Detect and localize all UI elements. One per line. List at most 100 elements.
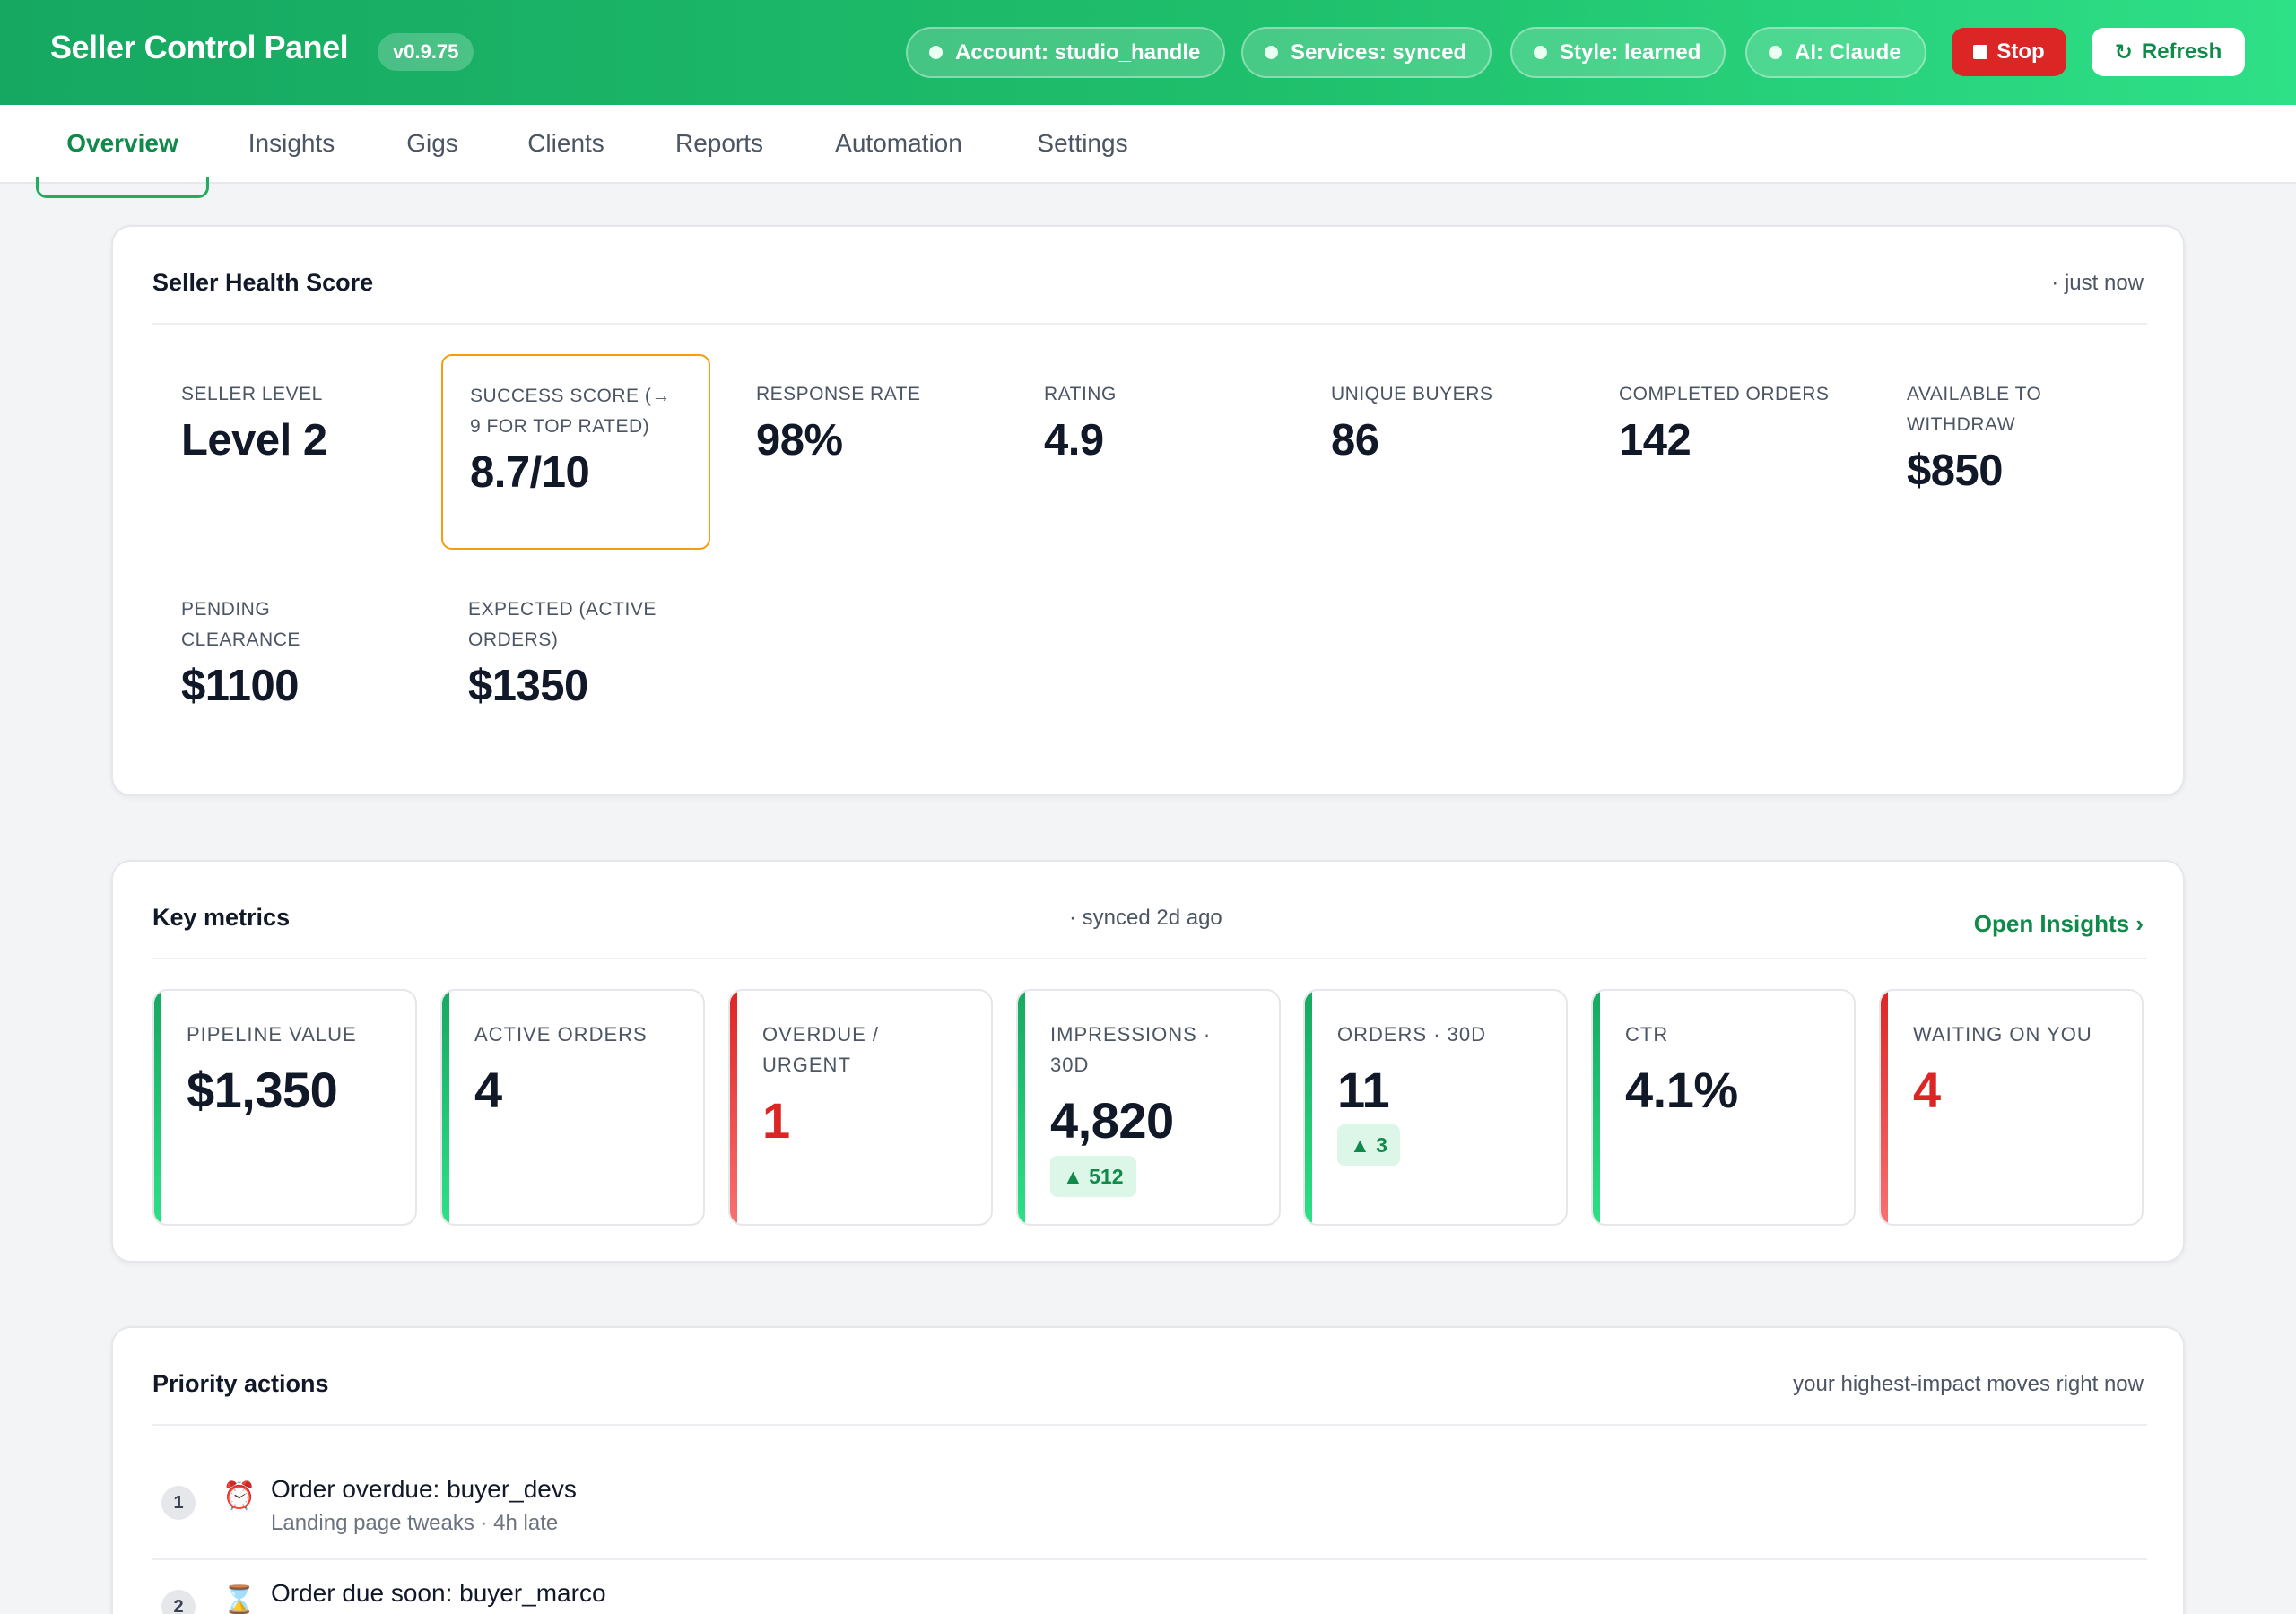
refresh-button[interactable]: ↻ Refresh: [2092, 28, 2245, 76]
stop-icon: [1973, 45, 1988, 59]
action-title: Order overdue: buyer_devs: [271, 1475, 577, 1503]
tile-label: Waiting on you: [1913, 1023, 2092, 1046]
stat-pending-clearance: Pending clearance $1100: [181, 594, 352, 711]
stat-label: Seller level: [181, 384, 323, 404]
tile-value: 4,820: [1050, 1092, 1174, 1149]
tile-accent: [1305, 991, 1312, 1224]
stat-value: 8.7/10: [470, 448, 590, 497]
status-dot-icon: [1534, 46, 1547, 59]
metric-tile-impressions[interactable]: Impressions · 30d 4,820 ▲ 512: [1016, 989, 1281, 1226]
tab-insights[interactable]: Insights: [248, 129, 335, 157]
stat-label: Response rate: [756, 384, 921, 404]
divider: [152, 1424, 2147, 1426]
top-bar: Seller Control Panel v0.9.75 Account: st…: [0, 0, 2296, 105]
status-dot-icon: [1769, 46, 1782, 59]
divider: [152, 1558, 2147, 1560]
stat-label: Success score (→ 9 for Top Rated): [470, 386, 671, 437]
tile-value: 4: [474, 1062, 502, 1118]
style-pill-label: Style: learned: [1560, 39, 1701, 65]
stat-value: $1100: [181, 662, 300, 710]
tab-reports[interactable]: Reports: [674, 129, 764, 157]
tile-label: Orders · 30d: [1337, 1023, 1487, 1046]
alarm-clock-icon: ⏰: [222, 1481, 257, 1511]
tab-gigs[interactable]: Gigs: [406, 129, 458, 157]
tile-label: CTR: [1625, 1023, 1669, 1046]
active-tab-indicator: [36, 177, 209, 198]
stat-available-to-withdraw: Available to withdraw $850: [1907, 379, 2104, 496]
tile-value: 4.1%: [1625, 1062, 1738, 1118]
stat-label: Unique buyers: [1331, 384, 1493, 404]
tile-value: 1: [762, 1092, 790, 1149]
stat-completed-orders: Completed orders 142: [1619, 379, 1888, 465]
style-pill[interactable]: Style: learned: [1510, 27, 1726, 78]
metric-tile-pipeline-value[interactable]: Pipeline value $1,350: [152, 989, 417, 1226]
stat-value: Level 2: [181, 416, 327, 464]
tab-bar: Overview Insights Gigs Clients Reports A…: [0, 105, 2296, 198]
tab-clients[interactable]: Clients: [527, 129, 604, 157]
stat-success-score: Success score (→ 9 for Top Rated) 8.7/10: [441, 354, 710, 550]
hourglass-icon: ⌛: [222, 1585, 257, 1614]
priority-action-item[interactable]: 1 ⏰ Order overdue: buyer_devs Landing pa…: [161, 1475, 2147, 1538]
tile-label: Active orders: [474, 1023, 648, 1046]
rank-badge: 2: [161, 1590, 196, 1614]
metric-tile-orders-30d[interactable]: Orders · 30d 11 ▲ 3: [1303, 989, 1568, 1226]
ai-pill-label: AI: Claude: [1795, 39, 1901, 65]
status-dot-icon: [1265, 46, 1278, 59]
sync-status: · synced 2d ago: [1069, 906, 1222, 930]
priority-actions-card: Priority actions your highest-impact mov…: [111, 1326, 2185, 1614]
metric-tile-ctr[interactable]: CTR 4.1%: [1591, 989, 1856, 1226]
refresh-button-label: Refresh: [2141, 39, 2222, 64]
stat-value: $850: [1907, 447, 2004, 495]
tile-label: Pipeline value: [187, 1023, 357, 1046]
tile-label: Impressions · 30d: [1050, 1023, 1212, 1076]
stat-value: 142: [1619, 416, 1692, 464]
stat-seller-level: Seller level Level 2: [181, 379, 450, 465]
open-insights-link[interactable]: Open Insights ›: [1973, 910, 2144, 937]
stat-label: Rating: [1044, 384, 1117, 404]
divider: [152, 958, 2147, 959]
tile-value: $1,350: [187, 1062, 338, 1118]
tile-accent: [442, 991, 449, 1224]
tile-accent: [1881, 991, 1888, 1224]
status-dot-icon: [929, 46, 943, 59]
priority-action-item[interactable]: 2 ⌛ Order due soon: buyer_marco: [161, 1579, 2147, 1614]
stat-label: Available to withdraw: [1907, 384, 2042, 435]
account-pill[interactable]: Account: studio_handle: [906, 27, 1226, 78]
tile-accent: [1018, 991, 1025, 1224]
services-pill-label: Services: synced: [1291, 39, 1467, 65]
card-subtitle: your highest-impact moves right now: [1793, 1372, 2144, 1396]
seller-health-card: Seller Health Score · just now Seller le…: [111, 225, 2185, 796]
card-title: Key metrics: [152, 904, 291, 931]
metric-tile-waiting-on-you[interactable]: Waiting on you 4: [1879, 989, 2144, 1226]
tab-overview[interactable]: Overview: [66, 129, 178, 157]
trend-up-badge: ▲ 3: [1337, 1124, 1400, 1166]
tab-settings[interactable]: Settings: [1037, 129, 1128, 157]
services-pill[interactable]: Services: synced: [1241, 27, 1492, 78]
tab-automation[interactable]: Automation: [835, 129, 962, 157]
trend-up-badge: ▲ 512: [1050, 1156, 1136, 1197]
tile-accent: [1593, 991, 1600, 1224]
card-title: Seller Health Score: [152, 269, 374, 296]
action-title: Order due soon: buyer_marco: [271, 1579, 606, 1607]
tile-value: 4: [1913, 1062, 1941, 1118]
stop-button-label: Stop: [1996, 39, 2045, 64]
tile-label: Overdue / urgent: [762, 1023, 880, 1076]
stat-response-rate: Response rate 98%: [756, 379, 1025, 465]
metric-tile-active-orders[interactable]: Active orders 4: [440, 989, 705, 1226]
stat-value: 98%: [756, 416, 843, 464]
ai-pill[interactable]: AI: Claude: [1745, 27, 1926, 78]
stat-value: 4.9: [1044, 416, 1104, 464]
refresh-icon: ↻: [2114, 39, 2133, 65]
divider: [152, 323, 2147, 325]
action-subtitle: Landing page tweaks · 4h late: [271, 1511, 559, 1535]
rank-badge: 1: [161, 1486, 196, 1520]
app-title: Seller Control Panel: [50, 29, 349, 65]
stat-label: Expected (active orders): [468, 599, 657, 650]
stat-value: 86: [1331, 416, 1379, 464]
metric-tile-overdue-urgent[interactable]: Overdue / urgent 1: [728, 989, 993, 1226]
stat-label: Completed orders: [1619, 384, 1830, 404]
card-title: Priority actions: [152, 1370, 329, 1397]
tile-value: 11: [1337, 1062, 1390, 1118]
stop-button[interactable]: Stop: [1952, 28, 2066, 76]
account-pill-label: Account: studio_handle: [955, 39, 1201, 65]
